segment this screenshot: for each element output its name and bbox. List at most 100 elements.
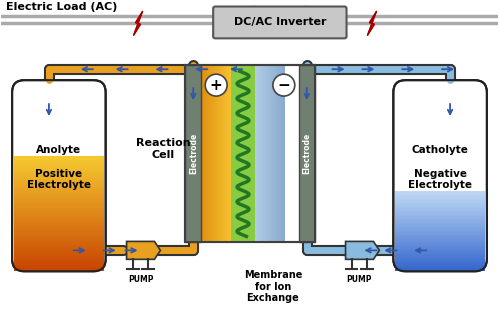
Bar [395,232,485,234]
Bar [395,235,485,237]
Bar [395,193,485,195]
Bar [395,201,485,203]
Bar [14,208,104,210]
Bar [14,204,104,206]
Bar [205,65,207,243]
Bar [258,65,259,243]
Bar [395,200,485,202]
Text: Electrode: Electrode [189,133,198,175]
Bar [203,65,205,243]
Bar [14,253,104,256]
Bar [14,252,104,254]
Polygon shape [134,12,143,35]
Bar [14,217,104,220]
Bar [207,65,209,243]
Bar [14,263,104,266]
Bar [185,65,315,243]
Bar [395,244,485,246]
Bar [14,181,104,183]
Bar [221,65,223,243]
Bar [395,192,485,194]
Bar [276,65,277,243]
Bar [263,65,264,243]
Bar [218,65,220,243]
Bar [395,190,485,192]
Bar [14,215,104,218]
Bar [395,199,485,200]
Bar [395,231,485,232]
Bar [14,233,104,235]
Bar [14,255,104,258]
Bar [229,65,231,243]
Bar [225,65,227,243]
Bar [14,158,104,160]
Bar [222,65,224,243]
Bar [14,212,104,214]
Bar [266,65,267,243]
Bar [395,257,485,259]
Bar [282,65,283,243]
Bar [227,65,229,243]
Text: PUMP: PUMP [128,275,153,284]
Bar [395,247,485,248]
Bar [14,171,104,174]
Bar [231,65,255,243]
Circle shape [273,74,295,96]
Bar [14,179,104,182]
Bar [395,214,485,216]
Bar [217,65,219,243]
Bar [299,65,315,243]
Bar [395,248,485,250]
Text: Electric Load (AC): Electric Load (AC) [6,3,117,13]
Bar [14,231,104,233]
Bar [14,183,104,185]
Bar [14,156,104,158]
Bar [210,65,212,243]
Bar [14,198,104,201]
Bar [277,65,278,243]
Bar [216,65,218,243]
Bar [14,242,104,245]
Bar [209,65,211,243]
Bar [206,65,208,243]
Bar [270,65,271,243]
Bar [14,189,104,191]
Bar [265,65,266,243]
Bar [212,65,214,243]
Bar [211,65,213,243]
Bar [14,194,104,197]
Text: Membrane
for Ion
Exchange: Membrane for Ion Exchange [244,270,302,304]
Bar [14,257,104,260]
Bar [395,207,485,209]
Bar [230,65,232,243]
Bar [185,65,201,243]
Circle shape [205,74,227,96]
Bar [204,65,206,243]
Bar [14,261,104,264]
Text: −: − [277,78,290,93]
Bar [14,170,104,172]
Bar [395,265,485,267]
Bar [395,233,485,235]
Bar [278,65,279,243]
Bar [281,65,282,243]
Text: Catholyte

Negative
Electrolyte: Catholyte Negative Electrolyte [408,145,472,190]
Bar [395,243,485,245]
Text: PUMP: PUMP [347,275,372,284]
Bar [395,224,485,226]
Bar [395,241,485,243]
Bar [201,65,203,243]
Bar [14,229,104,231]
Bar [14,166,104,168]
Bar [267,65,268,243]
Bar [262,65,263,243]
Bar [14,173,104,176]
Bar [395,267,485,269]
Bar [14,202,104,204]
Bar [14,190,104,193]
Bar [395,213,485,215]
Bar [14,265,104,267]
Bar [14,214,104,216]
Bar [213,65,215,243]
Bar [395,255,485,256]
